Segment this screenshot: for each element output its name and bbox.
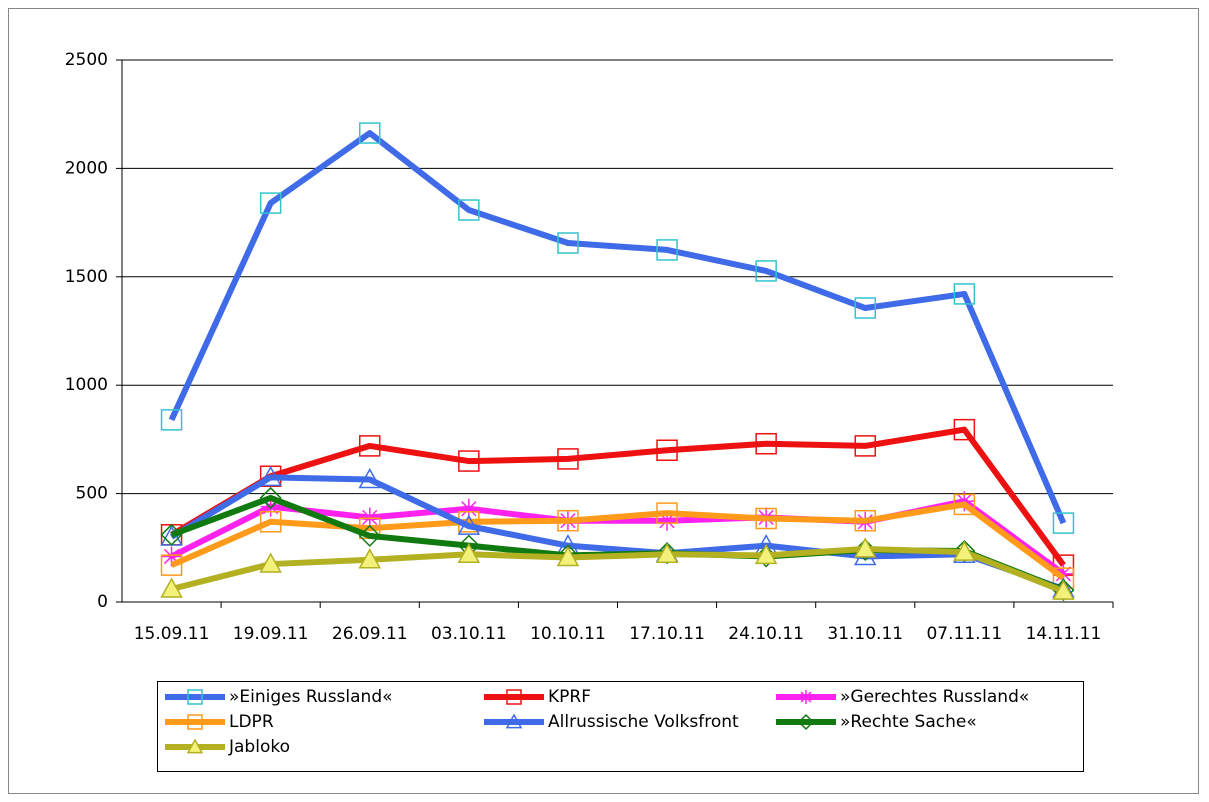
marker <box>457 514 481 535</box>
marker <box>799 690 813 704</box>
marker <box>854 509 876 532</box>
series-line <box>170 474 1065 592</box>
marker <box>186 738 204 754</box>
marker <box>953 540 976 561</box>
marker <box>359 435 381 457</box>
series-line <box>170 426 1066 567</box>
y-tick-label: 1500 <box>65 267 108 287</box>
x-tick-label: 07.11.11 <box>926 624 1002 644</box>
chart-frame <box>8 8 1199 794</box>
marker <box>953 418 976 441</box>
y-tick-label: 2000 <box>65 158 108 178</box>
series-line <box>170 545 1065 594</box>
marker <box>953 283 976 305</box>
marker <box>853 537 877 558</box>
marker <box>556 546 580 567</box>
x-tick-label: 19.09.11 <box>233 624 309 644</box>
marker <box>187 689 203 705</box>
marker <box>797 713 815 731</box>
marker <box>458 450 480 472</box>
x-tick-label: 15.09.11 <box>134 624 210 644</box>
x-tick-label: 10.10.11 <box>530 624 606 644</box>
marker <box>656 502 678 524</box>
series-line <box>168 130 1067 525</box>
marker <box>1052 579 1075 600</box>
marker <box>260 496 281 517</box>
x-tick-label: 24.10.11 <box>728 624 804 644</box>
marker <box>854 297 876 319</box>
marker <box>457 542 481 564</box>
x-tick-label: 17.10.11 <box>629 624 705 644</box>
marker <box>259 465 282 487</box>
marker <box>259 192 282 214</box>
marker <box>160 554 183 576</box>
marker <box>358 467 382 489</box>
marker <box>954 491 975 512</box>
marker <box>359 122 381 144</box>
y-tick-label: 2500 <box>65 50 108 70</box>
marker <box>1053 563 1074 584</box>
marker <box>359 507 380 528</box>
marker <box>755 507 777 530</box>
marker <box>358 524 381 547</box>
marker <box>754 543 778 565</box>
legend-label: Allrussische Volksfront <box>548 712 739 732</box>
marker <box>854 435 876 457</box>
marker <box>506 689 522 705</box>
legend-label: KPRF <box>548 687 591 707</box>
marker <box>259 511 282 533</box>
marker <box>1052 512 1075 534</box>
y-tick-label: 0 <box>97 592 108 612</box>
series-line <box>170 501 1066 581</box>
legend-label: Jabloko <box>228 737 290 757</box>
x-tick-label: 03.10.11 <box>431 624 507 644</box>
marker <box>953 493 976 516</box>
y-tick-label: 1000 <box>65 375 108 395</box>
x-tick-label: 14.11.11 <box>1026 624 1102 644</box>
legend-label: »Einiges Russland« <box>229 687 393 707</box>
marker <box>557 448 579 470</box>
marker <box>755 260 777 282</box>
marker <box>755 432 777 455</box>
marker <box>458 498 479 519</box>
marker <box>557 232 579 254</box>
legend-label: »Rechte Sache« <box>840 712 977 732</box>
marker <box>505 713 523 729</box>
marker <box>160 577 183 598</box>
marker <box>953 539 976 563</box>
marker <box>557 509 579 532</box>
marker <box>656 239 678 261</box>
y-tick-label: 500 <box>76 484 108 504</box>
marker <box>187 714 203 730</box>
marker <box>655 542 679 565</box>
marker <box>160 523 183 546</box>
marker <box>160 409 183 431</box>
marker <box>458 199 480 221</box>
marker <box>657 510 678 531</box>
legend-label: »Gerechtes Russland« <box>840 687 1029 707</box>
legend-label: LDPR <box>229 712 274 732</box>
marker <box>655 542 679 564</box>
marker <box>161 546 182 567</box>
x-tick-label: 31.10.11 <box>827 624 903 644</box>
marker <box>259 486 282 509</box>
marker <box>259 552 282 573</box>
marker <box>656 439 678 461</box>
marker <box>358 548 382 569</box>
legend-box <box>157 681 1084 772</box>
x-tick-label: 26.09.11 <box>332 624 408 644</box>
